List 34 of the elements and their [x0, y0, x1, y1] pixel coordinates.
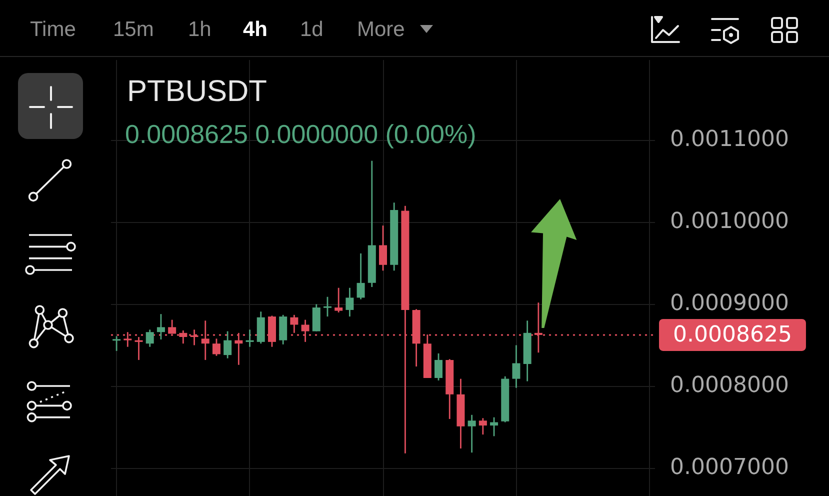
y-tick-label: 0.0008000 [670, 372, 789, 398]
text: 1h [188, 17, 212, 43]
candlestick [246, 328, 254, 348]
candlestick [279, 314, 288, 346]
candlestick [156, 313, 165, 340]
candlestick [512, 344, 520, 389]
candlestick [379, 224, 387, 272]
candlestick [290, 314, 298, 334]
candlestick [478, 417, 487, 436]
candlestick [468, 414, 476, 454]
candlestick [346, 287, 354, 318]
candlestick [212, 338, 220, 357]
candlestick [434, 352, 443, 382]
text: 1d [300, 17, 324, 43]
y-tick-label: 0.0007000 [670, 454, 789, 480]
y-tick-label: 0.0009000 [670, 290, 789, 316]
candlestick [112, 335, 121, 352]
candlestick [312, 304, 320, 332]
candlestick [146, 328, 154, 348]
candlestick [224, 330, 232, 360]
candlestick [334, 287, 343, 314]
text: More [357, 17, 405, 43]
candlestick [490, 416, 498, 437]
text: PTBUSDT [127, 75, 268, 108]
text: 4h [243, 17, 268, 43]
text: 0.0008625 0.0000000 (0.00%) [125, 119, 476, 149]
candlestick [323, 296, 332, 318]
text: 15m [113, 17, 154, 43]
ref-line-label: 0.0008625 [673, 322, 792, 348]
y-tick-label: 0.0010000 [670, 208, 789, 234]
candlestick [134, 336, 143, 361]
candlestick [356, 252, 365, 300]
text: Time [30, 17, 76, 43]
y-tick-label: 0.0011000 [670, 127, 789, 152]
